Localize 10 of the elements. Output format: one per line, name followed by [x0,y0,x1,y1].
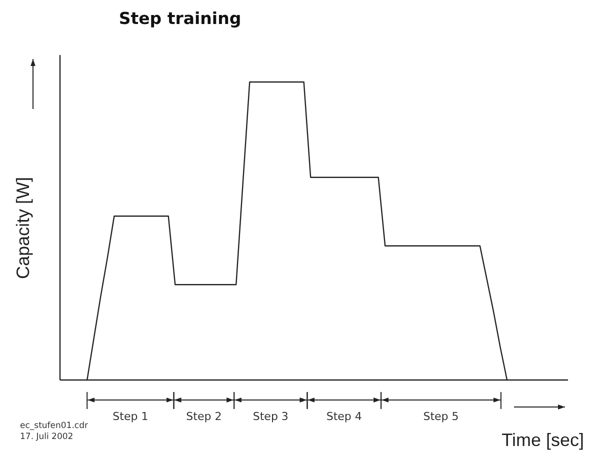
text: Step 5 [423,410,459,423]
text: Step 2 [186,410,222,423]
text: 17. Juli 2002 [20,432,74,442]
text: ec_stufen01.cdr [20,421,88,431]
x-axis-title: Time [sec] [502,430,584,450]
text: Step 1 [112,410,148,423]
y-axis-title: Capacity [W] [13,176,33,280]
text: Step 4 [326,410,362,423]
chart-title: Step training [118,9,242,28]
text: Step 3 [252,410,288,423]
